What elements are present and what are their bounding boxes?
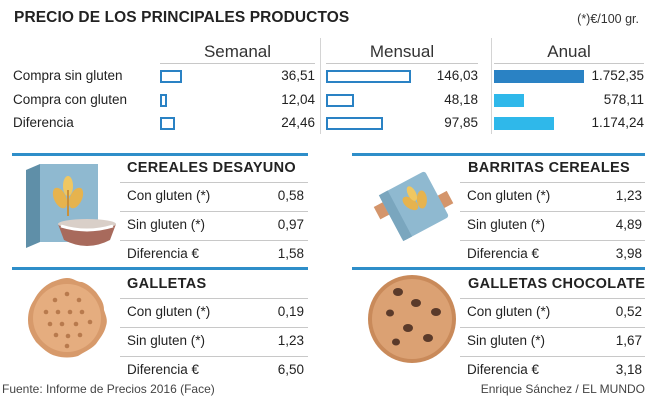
card-row-value: 0,58	[277, 188, 304, 203]
bar-value-label: 24,46	[281, 115, 315, 130]
card-row-value: 3,18	[615, 362, 642, 377]
bar-semanal-0	[160, 70, 182, 83]
card-row-value: 0,52	[615, 304, 642, 319]
bar-mensual-1	[326, 94, 354, 107]
bar-semanal-2	[160, 117, 175, 130]
column-header-anual: Anual	[547, 42, 591, 61]
card-row-label: Diferencia €	[127, 362, 200, 377]
card-row-label: Diferencia €	[467, 362, 540, 377]
card-row-value: 1,23	[615, 188, 642, 203]
column-separator	[491, 38, 492, 134]
cereal-bar-icon	[373, 171, 454, 242]
card-row-label: Con gluten (*)	[467, 304, 551, 319]
cereal-box-bowl-icon	[26, 164, 116, 248]
card-row-value: 0,19	[277, 304, 304, 319]
card-title-barritas: BARRITAS CEREALES	[468, 160, 630, 176]
bar-anual-0	[494, 70, 584, 83]
card-row-label: Sin gluten (*)	[127, 217, 206, 232]
chart-title: PRECIO DE LOS PRINCIPALES PRODUCTOS	[14, 9, 350, 26]
card-row-value: 1,67	[615, 333, 642, 348]
section-rule	[352, 153, 645, 156]
section-rule	[12, 153, 308, 156]
card-row-value: 1,23	[277, 333, 304, 348]
bar-mensual-0	[326, 70, 411, 83]
bar-anual-1	[494, 94, 524, 107]
row-label-con-gluten: Compra con gluten	[13, 92, 128, 107]
biscuit-icon	[28, 278, 107, 358]
bar-value-label: 146,03	[436, 68, 478, 83]
column-separator	[320, 38, 321, 134]
source-note: Fuente: Informe de Precios 2016 (Face)	[2, 382, 215, 396]
card-row-value: 3,98	[615, 246, 642, 261]
section-rule	[352, 267, 645, 270]
card-title-cereales: CEREALES DESAYUNO	[127, 160, 296, 176]
section-rule	[12, 267, 308, 270]
card-divider	[460, 240, 645, 241]
row-label-diferencia: Diferencia	[13, 115, 74, 130]
bar-value-label: 36,51	[281, 68, 315, 83]
bar-value-label: 1.752,35	[591, 68, 644, 83]
card-row-value: 1,58	[277, 246, 304, 261]
bar-value-label: 48,18	[444, 92, 478, 107]
column-rule	[494, 63, 644, 64]
card-divider	[120, 211, 308, 212]
card-divider	[460, 356, 645, 357]
credit-note: Enrique Sánchez / EL MUNDO	[480, 382, 645, 396]
card-divider	[460, 327, 645, 328]
chocolate-cookie-icon	[368, 275, 456, 363]
bar-semanal-1	[160, 94, 167, 107]
bar-value-label: 1.174,24	[591, 115, 644, 130]
unit-note: (*)€/100 gr.	[577, 12, 639, 26]
card-row-label: Con gluten (*)	[127, 304, 211, 319]
column-rule	[160, 63, 315, 64]
bar-value-label: 97,85	[444, 115, 478, 130]
card-title-galletas: GALLETAS	[127, 276, 207, 292]
card-divider	[460, 298, 645, 299]
bar-value-label: 578,11	[603, 92, 644, 107]
card-divider	[120, 298, 308, 299]
card-divider	[460, 211, 645, 212]
card-row-value: 0,97	[277, 217, 304, 232]
card-divider	[120, 240, 308, 241]
card-title-galletas-chocolate: GALLETAS CHOCOLATE	[468, 276, 646, 292]
card-row-label: Diferencia €	[127, 246, 200, 261]
card-divider	[120, 356, 308, 357]
card-row-label: Sin gluten (*)	[467, 333, 546, 348]
card-row-label: Sin gluten (*)	[127, 333, 206, 348]
card-divider	[120, 327, 308, 328]
column-rule	[326, 63, 478, 64]
column-header-mensual: Mensual	[369, 42, 435, 61]
card-row-label: Con gluten (*)	[467, 188, 551, 203]
card-row-label: Con gluten (*)	[127, 188, 211, 203]
card-row-label: Diferencia €	[467, 246, 540, 261]
column-header-semanal: Semanal	[203, 42, 272, 61]
bar-anual-2	[494, 117, 554, 130]
card-row-value: 6,50	[277, 362, 304, 377]
row-label-sin-gluten: Compra sin gluten	[13, 68, 123, 83]
card-divider	[460, 182, 645, 183]
card-divider	[120, 182, 308, 183]
card-row-value: 4,89	[615, 217, 642, 232]
bar-mensual-2	[326, 117, 383, 130]
card-row-label: Sin gluten (*)	[467, 217, 546, 232]
bar-value-label: 12,04	[281, 92, 315, 107]
